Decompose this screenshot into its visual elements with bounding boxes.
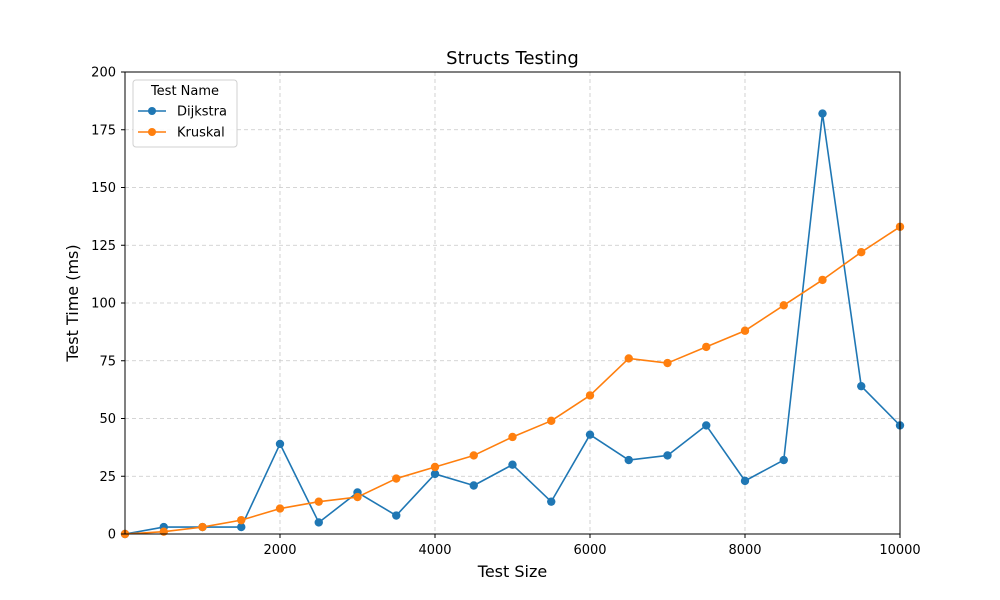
- y-tick-label: 175: [91, 123, 116, 138]
- data-point-dijkstra: [740, 476, 750, 486]
- series-kruskal: [120, 222, 905, 539]
- data-point-kruskal: [547, 416, 556, 426]
- x-tick-label: 2000: [263, 543, 296, 558]
- data-point-dijkstra: [779, 455, 788, 465]
- data-point-kruskal: [740, 326, 750, 335]
- y-tick-label: 200: [91, 66, 116, 81]
- series-line-kruskal: [124, 226, 901, 535]
- data-point-dijkstra: [237, 522, 246, 532]
- data-point-kruskal: [353, 492, 362, 502]
- data-point-dijkstra: [547, 497, 556, 506]
- y-tick-label: 100: [91, 297, 116, 312]
- data-point-dijkstra: [857, 381, 866, 391]
- legend-box: [132, 79, 238, 148]
- x-tick-label: 8000: [728, 543, 761, 558]
- legend-marker-kruskal: [148, 128, 156, 136]
- legend-entry-kruskal: Kruskal: [138, 126, 225, 141]
- data-point-kruskal: [663, 358, 672, 368]
- data-point-dijkstra: [430, 469, 440, 479]
- data-point-dijkstra: [585, 430, 595, 439]
- data-point-kruskal: [469, 451, 478, 460]
- series-line-dijkstra: [124, 112, 901, 535]
- series-dijkstra: [120, 109, 905, 539]
- legend-title: Test Name: [150, 84, 219, 99]
- legend-label-dijkstra: Dijkstra: [177, 105, 227, 120]
- data-point-dijkstra: [275, 439, 285, 449]
- data-point-kruskal: [159, 527, 168, 536]
- data-point-dijkstra: [392, 511, 401, 520]
- axes-layer: 2000 4000 6000 8000 10000 0 25 50 75 100 125 150 175…: [91, 66, 921, 559]
- data-point-kruskal: [198, 522, 207, 532]
- data-point-dijkstra: [818, 109, 827, 118]
- data-point-dijkstra: [702, 421, 711, 430]
- data-point-kruskal: [508, 432, 517, 442]
- data-point-kruskal: [818, 275, 827, 285]
- y-tick-label: 150: [91, 181, 116, 196]
- series-layer: [120, 109, 905, 539]
- data-point-dijkstra: [508, 460, 517, 469]
- data-point-kruskal: [275, 504, 285, 513]
- data-point-kruskal: [857, 247, 866, 257]
- data-point-kruskal: [585, 391, 595, 400]
- data-point-dijkstra: [314, 518, 323, 527]
- data-point-kruskal: [237, 515, 246, 525]
- data-point-kruskal: [779, 301, 788, 310]
- y-tick-label: 25: [99, 470, 116, 485]
- chart-title: Structs Testing: [446, 48, 579, 69]
- x-tick-label: 10000: [879, 543, 920, 558]
- legend-entry-dijkstra: Dijkstra: [138, 105, 227, 120]
- data-point-kruskal: [624, 354, 633, 363]
- x-tick-label: 6000: [573, 543, 606, 558]
- legend-label-kruskal: Kruskal: [177, 126, 225, 141]
- data-point-kruskal: [392, 474, 401, 483]
- y-axis-title: Test Time (ms): [63, 244, 82, 362]
- legend: Test Name Dijkstra Kruskal: [132, 79, 238, 148]
- y-tick-label: 125: [91, 239, 116, 254]
- data-point-dijkstra: [663, 451, 672, 460]
- data-point-dijkstra: [469, 481, 478, 490]
- data-point-kruskal: [430, 462, 440, 472]
- legend-marker-dijkstra: [148, 107, 156, 115]
- y-tick-label: 0: [108, 528, 116, 543]
- data-point-kruskal: [314, 497, 323, 506]
- y-tick-label: 75: [99, 354, 116, 369]
- x-tick-label: 4000: [418, 543, 451, 558]
- y-tick-label: 50: [99, 412, 116, 427]
- x-axis-title: Test Size: [477, 562, 547, 581]
- data-point-dijkstra: [624, 455, 633, 465]
- data-point-kruskal: [702, 342, 711, 352]
